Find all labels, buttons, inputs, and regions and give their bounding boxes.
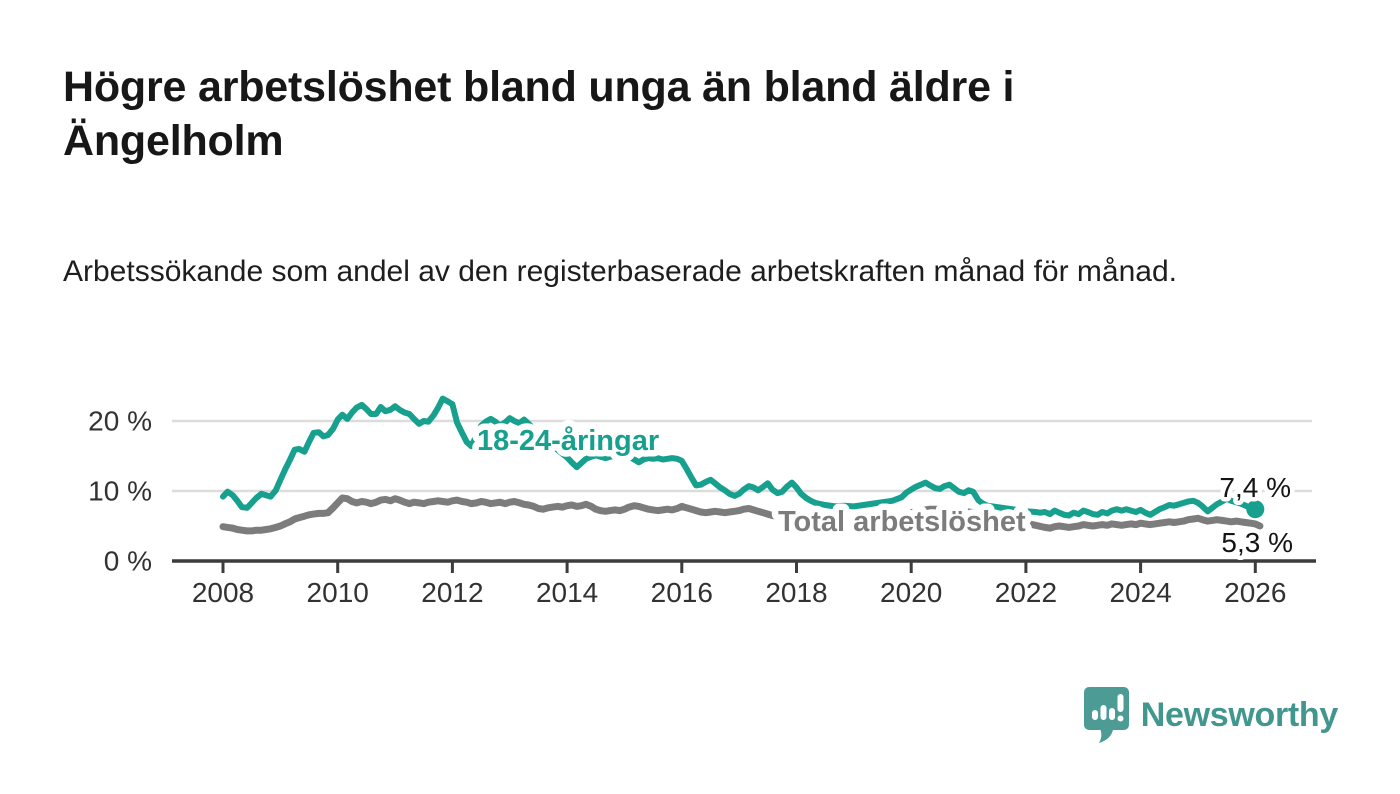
page-subtitle: Arbetssökande som andel av den registerb… [63,255,1177,288]
x-axis [172,559,1316,573]
x-tick-label: 2022 [995,577,1057,608]
series-line-total [219,494,1264,535]
series-label-youth: 18-24-åringar [477,425,659,457]
series-end-dot [1246,500,1265,519]
x-tick-label: 2014 [536,577,598,608]
x-tick-label: 2016 [651,577,713,608]
x-tick-label: 2024 [1109,577,1171,608]
gridlines [172,419,1312,493]
end-value-label-youth: 7,4 % [1219,472,1291,503]
page-title: Högre arbetslöshet bland unga än bland ä… [63,63,1015,165]
y-tick-label: 10 % [88,476,152,507]
newsworthy-logo: Newsworthy [1083,686,1338,744]
y-axis-labels: 0 % 10 % 20 % [88,406,152,577]
x-tick-label: 2018 [765,577,827,608]
y-tick-label: 20 % [88,406,152,437]
newsworthy-logo-text: Newsworthy [1140,695,1339,734]
series-label-total: Total arbetslöshet [778,506,1026,538]
end-value-label-total: 5,3 % [1221,527,1293,558]
x-tick-label: 2026 [1224,577,1286,608]
x-tick-label: 2020 [880,577,942,608]
x-axis-labels: 2008 2010 2012 2014 2016 2018 2020 2022 2024 2026 [192,577,1287,608]
series-line-youth [220,395,1259,519]
y-tick-label: 0 % [104,546,152,577]
bar-chart-speech-bubble-icon [1083,687,1129,743]
x-tick-label: 2012 [421,577,483,608]
x-tick-label: 2008 [192,577,254,608]
x-tick-label: 2010 [307,577,369,608]
